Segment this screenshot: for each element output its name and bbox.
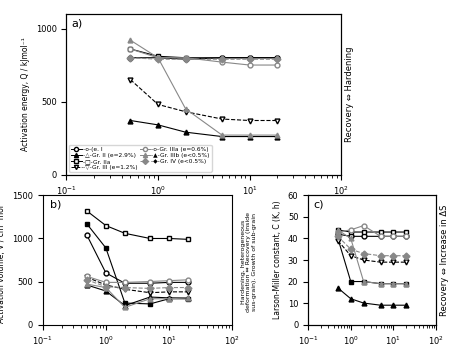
Y-axis label: Activation volume, V / cm³ mol⁻¹: Activation volume, V / cm³ mol⁻¹: [0, 198, 6, 322]
Y-axis label: Larson-Miller constant, C (K, h): Larson-Miller constant, C (K, h): [273, 201, 282, 319]
Y-axis label: Recovery ⇔ Hardening: Recovery ⇔ Hardening: [346, 46, 355, 142]
Y-axis label: Activation energy, Q / kJmol⁻¹: Activation energy, Q / kJmol⁻¹: [21, 37, 30, 151]
Text: b): b): [50, 199, 62, 209]
Text: Hardening, heterogeneous
deformation ⇔ Recovery (inside
sus-grain). Growth of su: Hardening, heterogeneous deformation ⇔ R…: [240, 212, 257, 312]
X-axis label: Srain, ε (%): Srain, ε (%): [178, 202, 230, 211]
Text: a): a): [72, 19, 83, 29]
Y-axis label: Recovery ⇔ Increase in ΔS: Recovery ⇔ Increase in ΔS: [440, 204, 449, 316]
Legend: -o-(e. I, -△-Gr. II (e=2.9%), -□-Gr. IIa, -▽-Gr. III (e=1.2%), -o-Gr. IIIa (e=0.: -o-(e. I, -△-Gr. II (e=2.9%), -□-Gr. IIa…: [69, 145, 211, 172]
Text: c): c): [313, 199, 324, 209]
